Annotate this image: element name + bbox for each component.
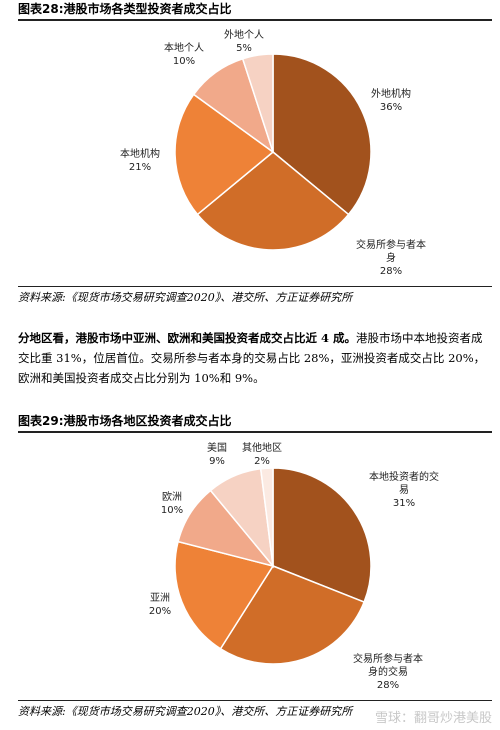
paragraph-lead: 分地区看，港股市场中亚洲、欧洲和美国投资者成交占比近 4 成。: [18, 331, 357, 345]
figure28-chart: 外地机构 36% 交易所参与者本身 28% 本地机构 21% 本地个人 10% 外地个人 5%: [18, 24, 492, 282]
slice-label: 外地个人 5%: [224, 28, 264, 54]
pie-slice: [196, 151, 350, 251]
figure28-title: 图表28:港股市场各类型投资者成交占比: [18, 2, 492, 21]
slice-label: 交易所参与者本身的交易 28%: [353, 652, 423, 691]
pie-slice: [174, 540, 275, 650]
slice-label: 本地投资者的交易 31%: [369, 470, 439, 509]
figure28-source: 资料来源:《现货市场交易研究调查2020》、港交所、方正证券研究所: [18, 286, 492, 305]
slice-label: 本地机构 21%: [120, 147, 160, 173]
paragraph-body: 港股市场中本地投资者成交比重 31%，位居首位。交易所参与者本身的交易占比 28…: [18, 331, 486, 385]
pie-slice: [259, 467, 274, 567]
figure29-pie: 本地投资者的交易 31% 交易所参与者本身的交易 28% 亚洲 20% 欧洲 10% 美国 9% 其…: [149, 441, 439, 691]
slice-label: 外地机构 36%: [371, 87, 411, 113]
slice-label: 本地个人 10%: [164, 41, 204, 67]
watermark: 雪球：翻哥炒港美股: [374, 711, 492, 726]
pie-slice: [272, 467, 372, 604]
figure29-chart: 本地投资者的交易 31% 交易所参与者本身的交易 28% 亚洲 20% 欧洲 10% 美国 9% 其…: [18, 436, 492, 692]
analysis-paragraph: 分地区看，港股市场中亚洲、欧洲和美国投资者成交占比近 4 成。港股市场中本地投资…: [18, 328, 492, 388]
pie-slice: [272, 53, 372, 216]
pie-slice: [219, 565, 366, 665]
slice-label: 亚洲 20%: [149, 592, 171, 617]
pie-slice: [241, 53, 274, 153]
slice-label: 交易所参与者本身 28%: [356, 238, 426, 277]
figure29-source: 资料来源:《现货市场交易研究调查2020》、港交所、方正证券研究所: [18, 700, 492, 719]
figure28-pie: 外地机构 36% 交易所参与者本身 28% 本地机构 21% 本地个人 10% 外地个人 5%: [120, 28, 426, 277]
slice-label: 欧洲 10%: [161, 491, 183, 516]
pie-slice: [174, 93, 275, 216]
slice-label: 其他地区 2%: [242, 441, 282, 467]
slice-label: 美国 9%: [207, 441, 227, 467]
figure29-title: 图表29:港股市场各地区投资者成交占比: [18, 414, 492, 433]
